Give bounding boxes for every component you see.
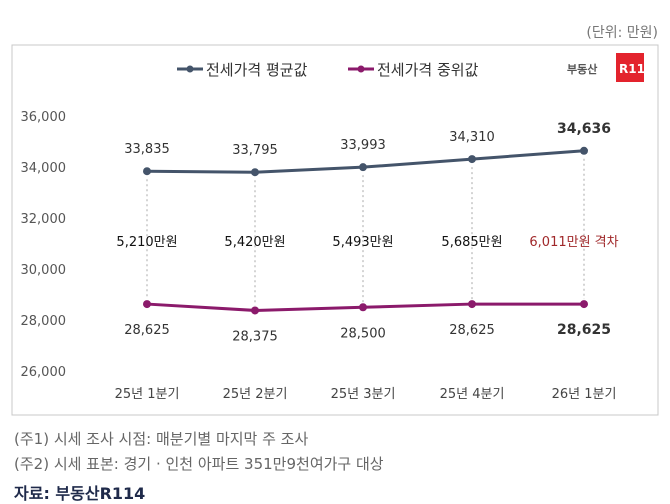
svg-text:R114: R114 (619, 62, 653, 76)
data-label: 28,375 (232, 329, 278, 344)
x-tick-label: 25년 2분기 (223, 387, 288, 402)
data-point (251, 306, 259, 315)
data-label: 28,625 (124, 323, 170, 338)
data-point (468, 300, 476, 309)
data-label: 33,993 (340, 138, 386, 153)
y-tick-label: 28,000 (21, 314, 67, 329)
data-point (580, 300, 588, 309)
data-label: 34,636 (557, 121, 611, 137)
note-2: (주2) 시세 표본: 경기 · 인천 아파트 351만9천여가구 대상 (14, 455, 384, 473)
legend-marker-mean (186, 65, 194, 73)
x-tick-label: 25년 4분기 (440, 387, 505, 402)
source-label: 자료: 부동산R114 (14, 484, 146, 503)
x-tick-label: 25년 1분기 (115, 387, 180, 402)
gap-label: 5,493만원 (332, 235, 393, 250)
data-point (468, 155, 476, 164)
legend-label-median: 전세가격 중위값 (377, 61, 479, 79)
data-point (359, 163, 367, 172)
x-tick-label: 25년 3분기 (331, 387, 396, 402)
legend: 전세가격 평균값 전세가격 중위값 (177, 61, 479, 79)
data-label: 28,625 (449, 323, 495, 338)
y-tick-label: 32,000 (21, 212, 67, 227)
gap-label: 6,011만원 격차 (529, 235, 618, 250)
data-label: 28,500 (340, 326, 386, 341)
y-tick-label: 34,000 (21, 161, 67, 176)
unit-label: (단위: 만원) (586, 25, 658, 41)
data-point (359, 303, 367, 312)
data-point (580, 146, 588, 155)
y-tick-label: 36,000 (21, 110, 67, 125)
logo: 부동산 R114 (567, 53, 653, 82)
note-1: (주1) 시세 조사 시점: 매분기별 마지막 주 조사 (14, 430, 309, 448)
y-tick-label: 30,000 (21, 263, 67, 278)
data-label: 34,310 (449, 130, 495, 145)
chart-frame (11, 44, 659, 416)
gap-label: 5,420만원 (224, 235, 285, 250)
data-label: 28,625 (557, 322, 611, 338)
svg-text:부동산: 부동산 (567, 62, 597, 76)
data-label: 33,835 (124, 142, 170, 157)
gap-label: 5,210만원 (116, 235, 177, 250)
legend-marker-median (357, 65, 365, 73)
legend-label-mean: 전세가격 평균값 (206, 61, 308, 79)
y-tick-label: 26,000 (21, 365, 67, 380)
data-point (143, 167, 151, 176)
data-point (143, 300, 151, 309)
x-tick-label: 26년 1분기 (552, 387, 617, 402)
gap-label: 5,685만원 (441, 235, 502, 250)
data-point (251, 168, 259, 177)
data-label: 33,795 (232, 143, 278, 158)
